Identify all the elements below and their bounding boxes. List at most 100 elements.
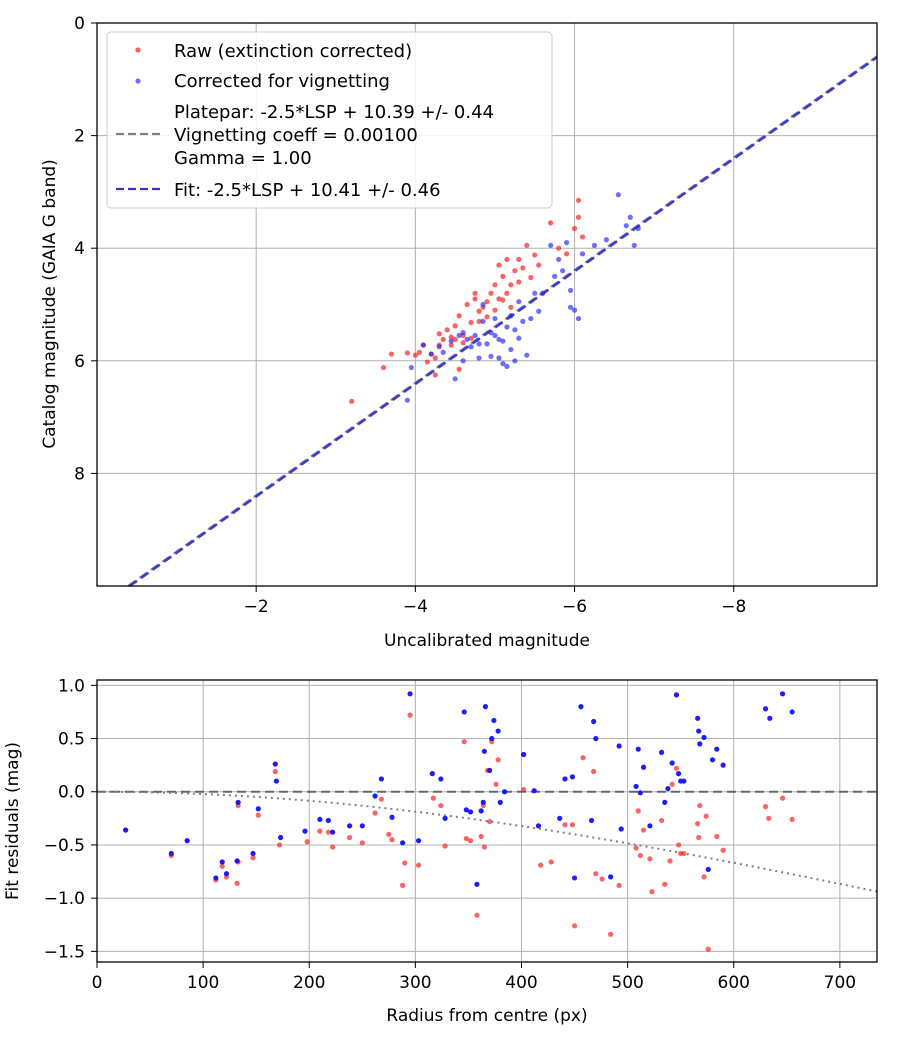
corrected-point	[464, 336, 470, 343]
bottom-y-axis-label: Fit residuals (mag)	[3, 742, 23, 900]
corrected-residual-point	[372, 793, 378, 799]
raw-point	[448, 342, 454, 348]
raw-residual-point	[720, 847, 726, 853]
raw-point	[484, 299, 490, 305]
corrected-residual-point	[640, 764, 647, 770]
raw-point	[536, 262, 542, 268]
raw-residual-point	[647, 856, 653, 862]
top-x-tick-label: −2	[244, 597, 269, 617]
raw-residual-point	[695, 821, 701, 827]
raw-residual-point	[637, 852, 643, 859]
legend-platepar-line3: Gamma = 1.00	[174, 148, 312, 169]
corrected-residual-point	[378, 776, 385, 782]
legend-raw-marker	[135, 47, 141, 53]
raw-point	[472, 296, 478, 302]
corrected-point	[420, 342, 426, 348]
corrected-point	[472, 332, 478, 339]
bottom-x-tick-label: 0	[92, 973, 103, 993]
bottom-ticks: 0 100 200 300 400 500 600 700 1.0 0.5 0.0 −0.5 −1.0 −…	[44, 676, 856, 993]
corrected-point	[567, 304, 574, 310]
corrected-residual-point	[696, 728, 702, 734]
top-fit-lines	[127, 55, 878, 588]
corrected-point	[492, 332, 498, 339]
corrected-point	[571, 307, 578, 313]
raw-point	[508, 304, 514, 310]
raw-point	[528, 274, 534, 281]
corrected-residual-point	[123, 827, 129, 833]
corrected-residual-point	[637, 790, 643, 796]
corrected-point	[615, 192, 621, 198]
corrected-residual-point	[415, 838, 422, 844]
raw-residual-point	[487, 818, 493, 825]
bottom-x-tick-label: 100	[187, 973, 219, 993]
corrected-residual-point	[578, 704, 584, 710]
corrected-point	[496, 355, 502, 361]
corrected-residual-point	[223, 871, 230, 877]
top-y-tick-label: 4	[74, 239, 85, 259]
raw-residual-point	[571, 923, 578, 929]
corrected-residual-point	[608, 874, 614, 880]
corrected-point	[548, 242, 554, 248]
raw-point	[380, 364, 387, 371]
corrected-point	[488, 330, 494, 336]
raw-point	[484, 314, 490, 320]
raw-point	[436, 331, 442, 337]
raw-point	[579, 234, 586, 240]
raw-point	[476, 318, 482, 324]
corrected-residual-point	[521, 751, 527, 758]
corrected-point	[603, 237, 609, 243]
bottom-y-tick-label: 0.0	[58, 783, 85, 803]
corrected-residual-point	[701, 734, 707, 741]
corrected-point	[480, 318, 486, 324]
raw-residual-point	[658, 817, 665, 824]
corrected-residual-point	[429, 771, 435, 777]
corrected-point	[508, 313, 514, 319]
raw-point	[440, 336, 446, 343]
corrected-point	[524, 352, 530, 358]
raw-residual-point	[415, 862, 422, 868]
raw-residual-point	[481, 844, 487, 850]
bottom-data-points	[123, 691, 795, 952]
raw-point	[571, 225, 578, 232]
raw-point	[349, 398, 355, 404]
raw-residual-point	[714, 833, 720, 840]
raw-point	[575, 197, 582, 203]
corrected-point	[440, 349, 446, 355]
top-x-tick-label: −6	[562, 597, 587, 617]
fit-line	[128, 56, 878, 588]
corrected-point	[496, 336, 502, 343]
corrected-residual-point	[635, 746, 641, 752]
corrected-residual-point	[697, 741, 703, 747]
raw-residual-point	[478, 833, 484, 840]
corrected-residual-point	[593, 735, 599, 742]
raw-point	[468, 335, 474, 341]
raw-point	[548, 220, 554, 226]
corrected-residual-point	[720, 762, 726, 768]
corrected-residual-point	[633, 783, 639, 790]
raw-residual-point	[250, 855, 256, 861]
bottom-y-tick-label: −1.5	[44, 942, 85, 962]
corrected-point	[512, 358, 518, 364]
corrected-residual-point	[250, 850, 256, 857]
corrected-point	[504, 324, 510, 330]
raw-residual-point	[608, 931, 614, 937]
calibration-scatter-plot: −2 −4 −6 −8 0 2 4 6 8 Raw (extinction corrected)…	[40, 14, 878, 651]
legend-fit-label: Fit: -2.5*LSP + 10.41 +/- 0.46	[174, 180, 441, 201]
corrected-point	[492, 315, 498, 322]
corrected-point	[631, 242, 637, 248]
raw-residual-point	[219, 863, 225, 869]
raw-residual-point	[633, 845, 639, 851]
raw-residual-point	[346, 834, 353, 841]
raw-point	[476, 308, 482, 314]
raw-residual-point	[474, 912, 480, 918]
corrected-residual-point	[474, 881, 480, 887]
raw-residual-point	[548, 859, 554, 865]
corrected-residual-point	[482, 704, 489, 710]
corrected-residual-point	[302, 828, 308, 834]
raw-residual-point	[329, 844, 336, 850]
corrected-residual-point	[467, 809, 474, 815]
top-data-points	[349, 192, 641, 404]
raw-residual-point	[255, 812, 261, 818]
bottom-x-tick-label: 500	[611, 973, 643, 993]
corrected-residual-point	[234, 858, 240, 864]
